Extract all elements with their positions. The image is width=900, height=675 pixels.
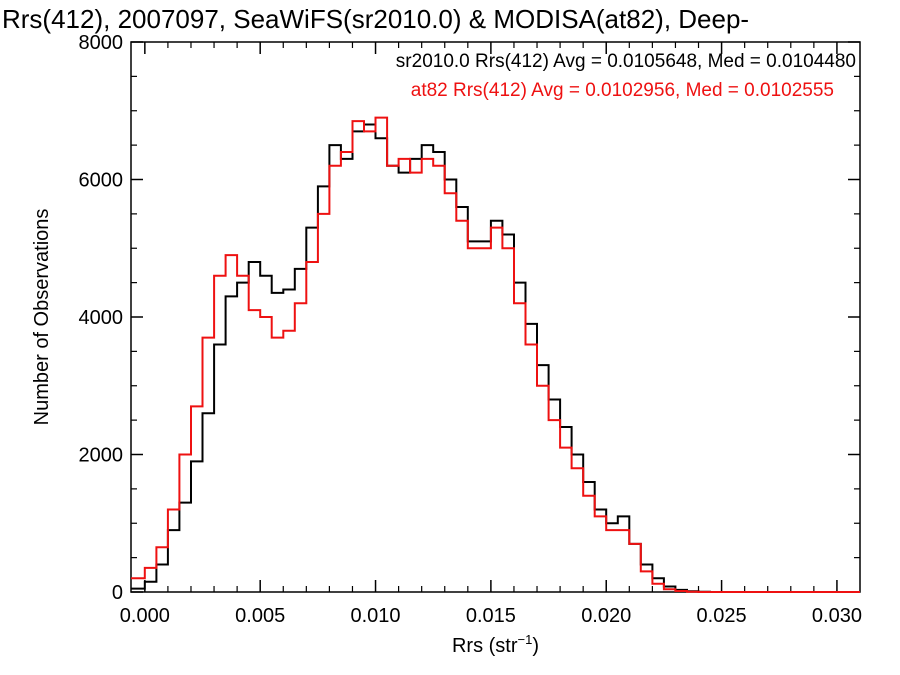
series-line-sr2010.0: [131, 123, 860, 593]
axis-ticks: 0.000 0.005 0.010 0.015 0.020 0.025 0.030 0 2000…: [79, 32, 862, 627]
chart-title: Rrs(412), 2007097, SeaWiFS(sr2010.0) & M…: [2, 4, 749, 34]
y-tick-label: 0: [112, 582, 123, 604]
x-axis-label-text: Rrs (str: [452, 635, 518, 657]
legend-entry-at82: at82 Rrs(412) Avg = 0.0102956, Med = 0.0…: [411, 80, 834, 101]
y-tick-label: 8000: [79, 32, 124, 54]
series-layer: [131, 116, 860, 593]
series-line-at82: [131, 116, 860, 593]
x-tick-label: 0.020: [581, 605, 631, 627]
x-tick-label: 0.015: [466, 605, 516, 627]
x-tick-label: 0.030: [812, 605, 862, 627]
legend-entry-sr2010: sr2010.0 Rrs(412) Avg = 0.0105648, Med =…: [396, 51, 856, 72]
y-tick-label: 6000: [79, 170, 124, 192]
y-tick-label: 2000: [79, 445, 124, 467]
y-tick-label: 4000: [79, 307, 124, 329]
y-axis-label: Number of Observations: [31, 209, 53, 426]
x-axis-label: Rrs (str−1): [452, 632, 539, 657]
x-tick-label: 0.005: [235, 605, 285, 627]
legend: sr2010.0 Rrs(412) Avg = 0.0105648, Med =…: [396, 51, 856, 101]
x-tick-label: 0.000: [120, 605, 170, 627]
plot-area-frame: [130, 41, 861, 593]
x-tick-label: 0.010: [351, 605, 401, 627]
x-axis-label-close: ): [532, 635, 539, 657]
x-axis-label-superscript: −1: [518, 632, 533, 647]
x-tick-label: 0.025: [697, 605, 747, 627]
